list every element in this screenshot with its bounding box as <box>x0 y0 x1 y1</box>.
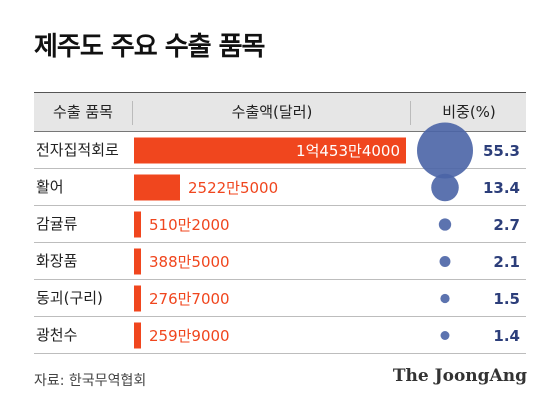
row-label: 감귤류 <box>36 215 78 233</box>
share-value-label-3: 2.7 <box>493 216 520 234</box>
bar-value-label-5: 276만7000 <box>149 290 230 308</box>
table-row: 활어 <box>34 169 526 206</box>
bar-6 <box>134 322 141 349</box>
source-note: 자료: 한국무역협회 <box>34 373 147 389</box>
bar-value-label-1: 1억453만4000 <box>296 142 400 160</box>
share-bubble-3 <box>438 218 452 231</box>
row-label: 광천수 <box>36 326 78 344</box>
header-share: 비중(%) <box>442 103 496 121</box>
table-header: 수출 품목 수출액(달러) 비중(%) <box>34 92 526 132</box>
header-item: 수출 품목 <box>53 103 113 121</box>
row-label: 전자집적회로 <box>36 141 119 159</box>
share-bubble-6 <box>440 331 450 340</box>
share-bubble-1 <box>417 122 473 179</box>
bar-4 <box>134 248 141 275</box>
table-row: 전자집적회로 <box>34 132 526 169</box>
table-row: 감귤류 <box>34 206 526 243</box>
chart-title: 제주도 주요 수출 품목 <box>34 32 265 62</box>
share-value-label-4: 2.1 <box>493 253 520 271</box>
share-bubble-5 <box>440 293 450 304</box>
bar-value-label-6: 259만9000 <box>149 327 230 345</box>
brand-logo: The JoongAng <box>392 366 527 386</box>
share-bubble-4 <box>439 256 451 267</box>
table-row: 동괴(구리) <box>34 280 526 317</box>
export-table: 수출 품목 수출액(달러) 비중(%) 전자집적회로 활어 감귤류 화장품 동괴… <box>34 92 526 354</box>
share-value-label-5: 1.5 <box>493 290 520 308</box>
bar-1 <box>134 137 406 164</box>
bar-value-label-4: 388만5000 <box>149 253 230 271</box>
row-label: 동괴(구리) <box>36 289 103 307</box>
bar-value-label-2: 2522만5000 <box>188 179 278 197</box>
table-row: 화장품 <box>34 243 526 280</box>
share-value-label-2: 13.4 <box>483 179 520 197</box>
header-divider <box>132 101 133 125</box>
header-divider <box>410 101 411 125</box>
header-amount: 수출액(달러) <box>231 103 313 121</box>
table-row: 광천수 <box>34 317 526 354</box>
bar-2 <box>134 174 180 201</box>
row-label: 활어 <box>36 178 64 196</box>
share-value-label-1: 55.3 <box>483 142 520 160</box>
share-bubble-2 <box>431 173 459 202</box>
bar-5 <box>134 285 141 312</box>
bar-3 <box>134 211 141 238</box>
share-value-label-6: 1.4 <box>493 327 520 345</box>
row-label: 화장품 <box>36 252 78 270</box>
bar-value-label-3: 510만2000 <box>149 216 230 234</box>
chart-marks: 1억453만4000 55.3 2522만5000 13.4 510만2000 2.7 38… <box>134 122 520 349</box>
